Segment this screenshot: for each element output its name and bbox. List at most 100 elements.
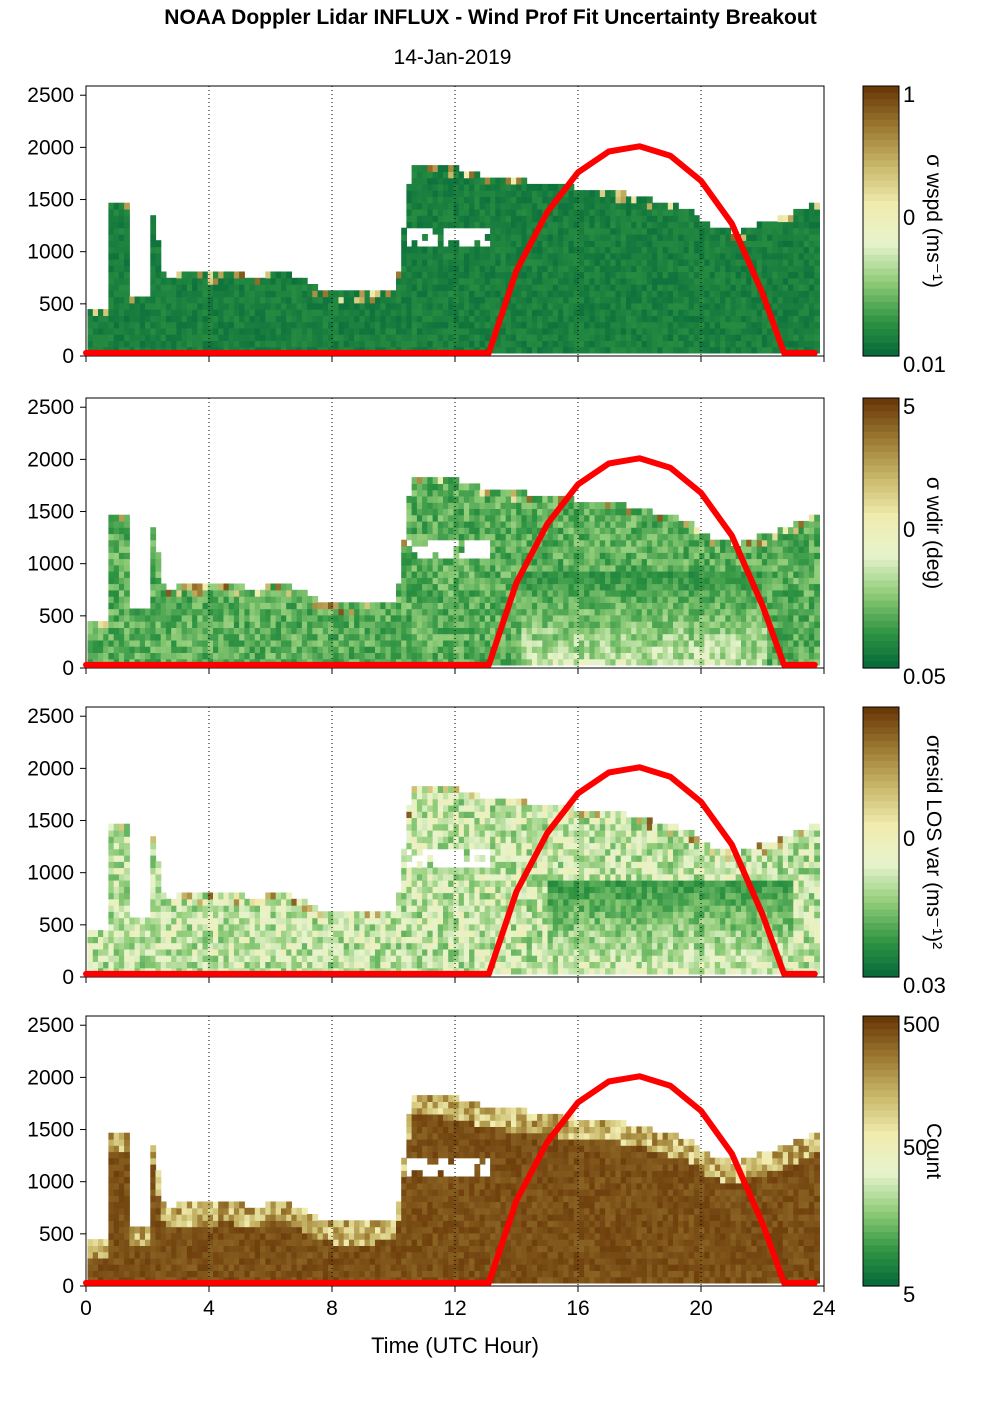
heatmap-cell — [453, 183, 460, 191]
heatmap-cell — [406, 215, 413, 223]
heatmap-cell — [594, 334, 601, 341]
heatmap-cell — [594, 652, 601, 660]
heatmap-cell — [615, 639, 622, 647]
heatmap-cell — [275, 652, 282, 660]
heatmap-cell — [626, 290, 632, 298]
heatmap-cell — [239, 639, 245, 647]
heatmap-cell — [793, 265, 800, 273]
heatmap-cell — [207, 302, 214, 310]
heatmap-cell — [422, 171, 428, 179]
heatmap-cell — [401, 334, 407, 341]
heatmap-cell — [453, 208, 460, 216]
heatmap-cell — [453, 508, 460, 516]
heatmap-cell — [338, 602, 345, 610]
heatmap-cell — [652, 646, 658, 653]
heatmap-cell — [197, 639, 204, 647]
heatmap-cell — [113, 546, 120, 553]
heatmap-cell — [620, 234, 627, 241]
heatmap-cell — [118, 240, 125, 248]
heatmap-cell — [458, 546, 465, 553]
heatmap-cell — [223, 627, 230, 635]
heatmap-cell — [531, 302, 538, 310]
heatmap-cell — [474, 296, 481, 304]
colorbar-swatch — [863, 254, 899, 263]
heatmap-cell — [448, 296, 454, 304]
heatmap-cell — [223, 302, 230, 310]
heatmap-cell — [150, 315, 157, 323]
heatmap-cell — [448, 327, 454, 335]
heatmap-cell — [364, 639, 371, 647]
heatmap-cell — [338, 302, 345, 310]
heatmap-cell — [704, 290, 711, 298]
heatmap-cell — [714, 334, 721, 341]
heatmap-cell — [265, 315, 272, 323]
heatmap-cell — [265, 639, 272, 647]
heatmap-cell — [411, 489, 418, 497]
heatmap-cell — [526, 539, 533, 547]
heatmap-cell — [704, 321, 711, 329]
heatmap-cell — [150, 633, 157, 641]
heatmap-cell — [385, 608, 392, 616]
heatmap-cell — [667, 246, 674, 254]
heatmap-cell — [396, 302, 402, 310]
heatmap-cell — [458, 208, 465, 216]
heatmap-cell — [563, 539, 569, 547]
heatmap-cell — [526, 309, 533, 316]
heatmap-cell — [479, 520, 486, 528]
heatmap-cell — [526, 621, 533, 628]
heatmap-cell — [108, 271, 115, 279]
heatmap-cell — [150, 227, 157, 235]
heatmap-cell — [181, 271, 188, 279]
heatmap-cell — [615, 571, 622, 578]
heatmap-cell — [495, 552, 502, 560]
heatmap-cell — [521, 259, 528, 266]
heatmap-cell — [521, 227, 528, 235]
heatmap-cell — [568, 520, 575, 528]
heatmap-cell — [808, 302, 815, 310]
heatmap-cell — [516, 246, 522, 254]
heatmap-cell — [531, 315, 538, 323]
heatmap-cell — [427, 602, 434, 610]
heatmap-cell — [291, 652, 298, 660]
heatmap-cell — [490, 208, 496, 216]
heatmap-cell — [620, 296, 627, 304]
heatmap-cell — [281, 296, 287, 304]
heatmap-cell — [244, 639, 251, 647]
heatmap-cell — [605, 327, 611, 335]
heatmap-cell — [594, 508, 601, 516]
heatmap-cell — [584, 658, 590, 666]
heatmap-cell — [333, 633, 339, 641]
heatmap-cell — [286, 284, 292, 291]
heatmap-cell — [87, 340, 94, 348]
heatmap-cell — [134, 652, 141, 660]
heatmap-cell — [615, 190, 622, 197]
heatmap-cell — [411, 602, 418, 610]
heatmap-cell — [573, 202, 580, 210]
heatmap-cell — [129, 621, 136, 628]
heatmap-cell — [631, 514, 637, 522]
heatmap-cell — [260, 627, 266, 635]
heatmap-cell — [108, 334, 115, 341]
heatmap-cell — [228, 596, 235, 603]
heatmap-cell — [589, 658, 596, 666]
heatmap-cell — [594, 265, 601, 273]
heatmap-cell — [176, 327, 183, 335]
heatmap-cell — [260, 608, 266, 616]
heatmap-cell — [495, 177, 502, 185]
heatmap-cell — [411, 309, 418, 316]
heatmap-cell — [646, 602, 653, 610]
heatmap-cell — [249, 302, 256, 310]
heatmap-cell — [688, 252, 695, 260]
heatmap-cell — [484, 271, 491, 279]
heatmap-cell — [631, 208, 637, 216]
heatmap-cell — [474, 627, 481, 635]
heatmap-cell — [160, 290, 167, 298]
heatmap-cell — [427, 165, 434, 172]
heatmap-cell — [673, 633, 679, 641]
heatmap-cell — [584, 334, 590, 341]
heatmap-cell — [531, 208, 538, 216]
heatmap-cell — [500, 546, 507, 553]
heatmap-cell — [683, 277, 690, 285]
heatmap-cell — [155, 577, 162, 585]
heatmap-cell — [228, 327, 235, 335]
